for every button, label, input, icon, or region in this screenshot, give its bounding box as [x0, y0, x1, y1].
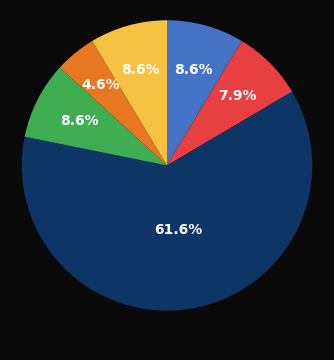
Text: 4.6%: 4.6%	[81, 77, 120, 91]
Wedge shape	[22, 92, 312, 311]
Text: 7.9%: 7.9%	[218, 89, 257, 103]
Text: 8.6%: 8.6%	[60, 114, 98, 128]
Wedge shape	[92, 20, 167, 166]
Wedge shape	[167, 41, 292, 166]
Text: 8.6%: 8.6%	[174, 63, 213, 77]
Wedge shape	[60, 41, 167, 166]
Text: 61.6%: 61.6%	[154, 223, 202, 237]
Wedge shape	[167, 20, 242, 166]
Text: 8.6%: 8.6%	[121, 63, 160, 77]
Wedge shape	[25, 67, 167, 166]
